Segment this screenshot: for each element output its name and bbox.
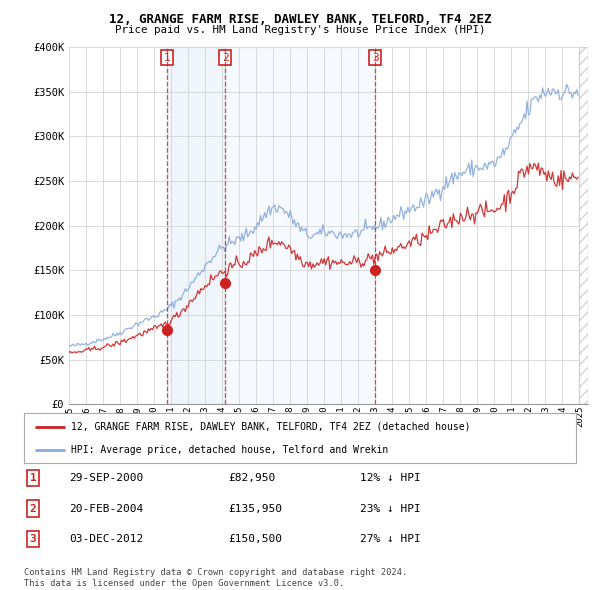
Text: 29-SEP-2000: 29-SEP-2000: [69, 473, 143, 483]
Text: Contains HM Land Registry data © Crown copyright and database right 2024.: Contains HM Land Registry data © Crown c…: [24, 568, 407, 576]
Text: £135,950: £135,950: [228, 504, 282, 513]
Text: 12, GRANGE FARM RISE, DAWLEY BANK, TELFORD, TF4 2EZ (detached house): 12, GRANGE FARM RISE, DAWLEY BANK, TELFO…: [71, 421, 470, 431]
Text: 12, GRANGE FARM RISE, DAWLEY BANK, TELFORD, TF4 2EZ: 12, GRANGE FARM RISE, DAWLEY BANK, TELFO…: [109, 13, 491, 26]
Text: 2: 2: [29, 504, 37, 513]
Text: 1: 1: [29, 473, 37, 483]
Text: 27% ↓ HPI: 27% ↓ HPI: [360, 535, 421, 544]
Text: 1: 1: [163, 53, 170, 63]
Text: HPI: Average price, detached house, Telford and Wrekin: HPI: Average price, detached house, Telf…: [71, 445, 388, 455]
Bar: [167, 47, 225, 404]
Bar: [225, 47, 375, 404]
Text: £82,950: £82,950: [228, 473, 275, 483]
Text: Price paid vs. HM Land Registry's House Price Index (HPI): Price paid vs. HM Land Registry's House …: [115, 25, 485, 35]
Text: 03-DEC-2012: 03-DEC-2012: [69, 535, 143, 544]
Text: 2: 2: [221, 53, 229, 63]
Text: 23% ↓ HPI: 23% ↓ HPI: [360, 504, 421, 513]
Text: 3: 3: [372, 53, 379, 63]
Text: 3: 3: [29, 535, 37, 544]
Bar: [580, 47, 588, 404]
Text: £150,500: £150,500: [228, 535, 282, 544]
Text: 20-FEB-2004: 20-FEB-2004: [69, 504, 143, 513]
Text: 12% ↓ HPI: 12% ↓ HPI: [360, 473, 421, 483]
Bar: [580, 47, 588, 404]
Text: This data is licensed under the Open Government Licence v3.0.: This data is licensed under the Open Gov…: [24, 579, 344, 588]
